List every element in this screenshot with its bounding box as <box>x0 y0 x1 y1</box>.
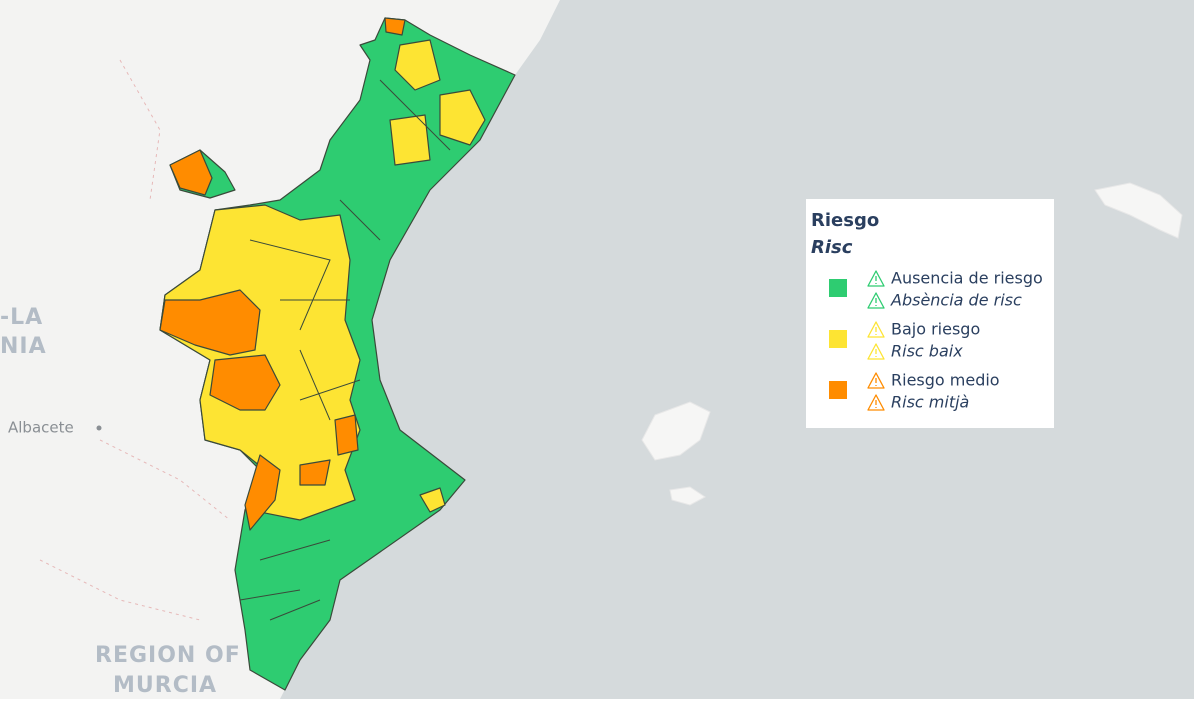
legend-swatch <box>829 330 847 348</box>
legend-label-alt: Risc baix <box>891 342 963 361</box>
boundary-lines <box>239 79 451 621</box>
map-label: REGION OF <box>95 643 241 668</box>
region-yellow <box>389 114 431 166</box>
warning-icon <box>867 343 885 360</box>
legend-label: Bajo riesgo <box>891 320 980 339</box>
region-orange <box>299 459 331 486</box>
legend-label-alt: Risc mitjà <box>891 393 969 412</box>
legend-box <box>806 199 1054 428</box>
legend-label-alt: Absència de risc <box>890 291 1022 310</box>
region-orange <box>159 289 261 356</box>
legend-title: Riesgo <box>811 210 879 231</box>
map-label: Albacete <box>8 419 74 437</box>
warning-icon <box>867 292 885 309</box>
region-orange <box>209 354 281 411</box>
warning-icon <box>867 394 885 411</box>
region-yellow <box>394 39 441 91</box>
island <box>669 486 706 506</box>
warning-icon <box>867 372 885 389</box>
legend-swatch <box>829 381 847 399</box>
island <box>1094 182 1183 239</box>
legend-subtitle: Risc <box>811 237 853 258</box>
map-label: -LA <box>0 305 43 330</box>
region-orange <box>384 17 406 36</box>
region-yellow <box>419 487 446 513</box>
legend-label: Ausencia de riesgo <box>891 269 1043 288</box>
legend: Riesgo Risc Ausencia de riesgo Absència d… <box>806 199 1054 428</box>
map-label: MURCIA <box>113 673 217 698</box>
warning-icon <box>867 270 885 287</box>
region-orange <box>334 414 359 456</box>
border-line <box>39 59 231 621</box>
legend-label: Riesgo medio <box>891 371 1000 390</box>
city-dot <box>96 425 102 431</box>
warning-icon <box>867 321 885 338</box>
legend-swatch <box>829 279 847 297</box>
island <box>641 401 711 461</box>
region-yellow <box>439 89 486 146</box>
region-orange <box>244 454 281 531</box>
map-label: NIA <box>0 334 47 359</box>
region-orange <box>169 149 213 196</box>
